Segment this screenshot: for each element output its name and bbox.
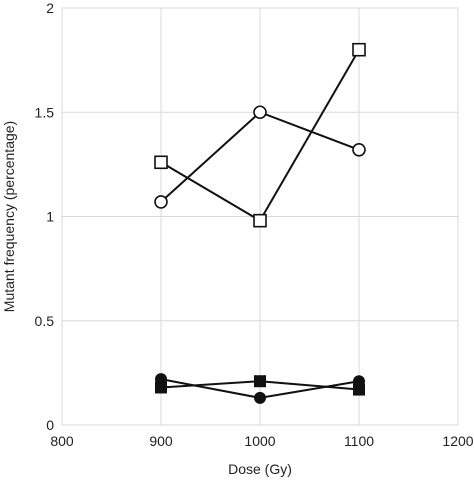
series-group <box>154 42 366 404</box>
data-point <box>154 195 168 209</box>
x-tick-label: 1100 <box>344 433 374 449</box>
y-axis-ticks: 0 0.5 1 1.5 2 <box>35 0 55 433</box>
data-point <box>352 142 366 157</box>
data-point <box>155 373 167 386</box>
y-tick-label: 0 <box>46 417 54 433</box>
data-point <box>353 375 365 388</box>
y-tick-label: 1.5 <box>35 104 55 120</box>
x-tick-label: 900 <box>149 433 173 449</box>
series-open-circle <box>154 105 366 209</box>
x-tick-label: 1200 <box>442 433 473 449</box>
data-point <box>353 383 365 396</box>
y-axis-label: Mutant frequency (percentage) <box>1 121 17 312</box>
data-point <box>155 381 167 394</box>
plot-frame <box>61 7 459 426</box>
series-open-square <box>154 42 366 228</box>
data-point <box>254 391 266 404</box>
data-point <box>352 42 366 57</box>
y-tick-label: 2 <box>46 0 54 16</box>
data-point <box>253 105 267 120</box>
y-tick-label: 0.5 <box>35 313 55 329</box>
data-point <box>253 213 267 228</box>
x-axis-ticks: 800 900 1000 1100 1200 <box>50 433 473 449</box>
x-tick-label: 800 <box>50 433 74 449</box>
x-axis-label: Dose (Gy) <box>228 461 292 477</box>
data-point <box>154 155 168 170</box>
data-point <box>254 375 266 388</box>
x-tick-label: 1000 <box>244 433 275 449</box>
y-tick-label: 1 <box>46 209 54 225</box>
series-filled-circle <box>155 373 365 404</box>
